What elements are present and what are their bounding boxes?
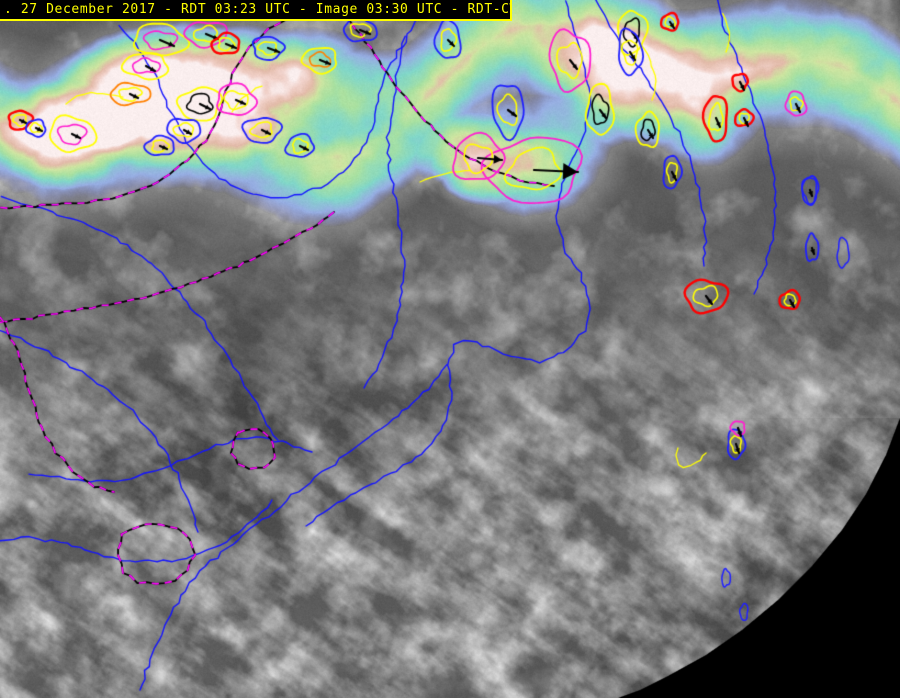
title-timestamp-text: . 27 December 2017 - RDT 03:23 UTC - Ima… <box>4 2 510 17</box>
title-bar: . 27 December 2017 - RDT 03:23 UTC - Ima… <box>0 0 512 21</box>
